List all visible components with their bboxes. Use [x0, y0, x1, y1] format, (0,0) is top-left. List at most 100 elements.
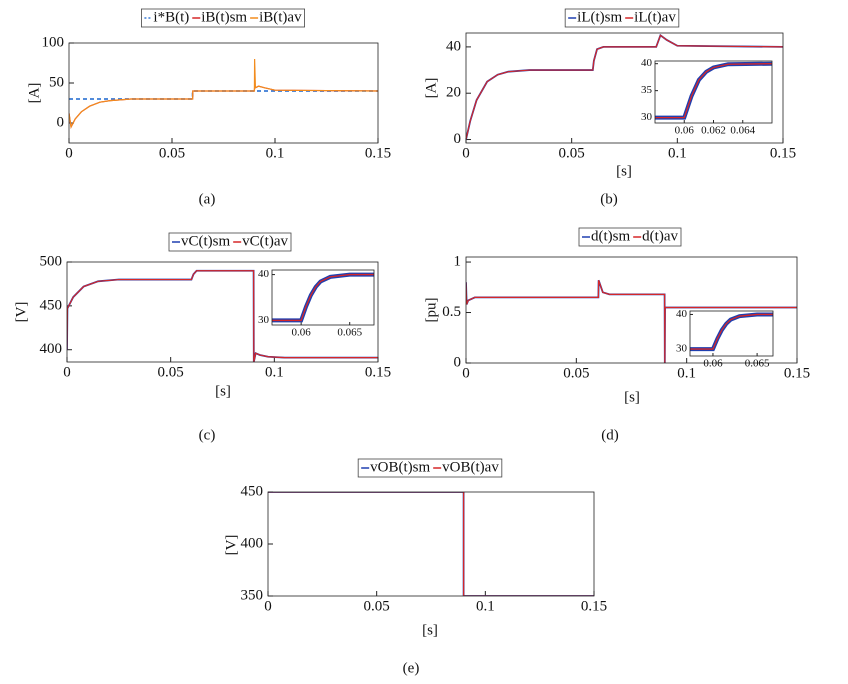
x-tick-label: 0.05: [364, 598, 390, 614]
series-group: [690, 312, 773, 352]
x-axis-label: [s]: [616, 163, 632, 179]
legend-label: i*B(t): [153, 9, 189, 25]
legend-label: iL(t)av: [634, 9, 676, 25]
inset: 0.06 0.065 30 40: [258, 268, 375, 339]
legend-label: vOB(t)av: [442, 459, 499, 475]
series-group: [268, 492, 594, 596]
y-tick-label: 1: [454, 253, 462, 269]
x-tick-label: 0.05: [159, 145, 185, 161]
plot-area: [655, 61, 772, 123]
x-tick-label: 0.1: [668, 145, 687, 161]
legend-box: [564, 8, 680, 28]
series-group: [655, 61, 772, 120]
x-axis-label: [s]: [624, 389, 640, 405]
y-tick-label: 100: [42, 34, 65, 50]
legend-label: d(t)sm: [591, 228, 630, 244]
plot-area: [268, 492, 594, 596]
inset: 0.06 0.062 0.064 30 35 40: [641, 57, 773, 137]
series-group: [67, 269, 378, 362]
legend-label: iL(t)sm: [577, 9, 622, 25]
plot-frame: [68, 42, 379, 144]
y-tick-label: 0: [57, 114, 65, 130]
y-tick-label: 35: [641, 84, 653, 96]
x-tick-label: 0.062: [701, 125, 726, 137]
plot-frame: [267, 491, 595, 597]
x-axis-label: [s]: [215, 383, 231, 399]
x-tick-label: 0.1: [265, 364, 284, 380]
series-line: [268, 492, 594, 596]
plot: 0 0.05 0.1 0.15 0 50 100: [42, 34, 392, 161]
x-tick-label: 0.15: [365, 145, 391, 161]
x-tick-label: 0: [462, 365, 470, 381]
caption: (a): [199, 191, 216, 207]
x-tick-label: 0.15: [365, 364, 391, 380]
series-line: [655, 63, 772, 119]
y-axis-label: [V]: [223, 535, 239, 556]
y-tick-label: 30: [258, 314, 270, 326]
x-tick-label: 0: [63, 364, 71, 380]
y-tick-label: 40: [676, 308, 688, 320]
series-line: [69, 58, 378, 129]
x-tick-label: 0.064: [730, 125, 755, 137]
y-tick-label: 20: [446, 85, 461, 101]
x-tick-label: 0.06: [292, 327, 312, 339]
x-axis-label: [s]: [422, 622, 438, 638]
y-tick-label: 30: [641, 111, 653, 123]
x-tick-label: 0.1: [266, 145, 285, 161]
y-tick-label: 400: [241, 535, 264, 551]
plot-frame: [66, 261, 379, 363]
x-tick-label: 0: [462, 145, 470, 161]
x-tick-label: 0.06: [675, 125, 695, 137]
legend-label: iB(t)av: [259, 9, 302, 25]
series-group: [272, 272, 374, 323]
y-tick-label: 0.5: [442, 304, 461, 320]
plot-frame: [465, 32, 784, 144]
x-tick-label: 0.065: [745, 358, 770, 370]
caption: (e): [403, 660, 420, 676]
y-axis-label: [V]: [13, 302, 29, 323]
x-tick-label: 0.15: [581, 598, 607, 614]
legend: iL(t)sm iL(t)av: [564, 8, 680, 28]
x-tick-label: 0: [65, 145, 73, 161]
y-tick-label: 350: [241, 587, 264, 603]
legend: d(t)sm d(t)av: [578, 227, 682, 247]
plot-frame: [465, 256, 798, 364]
x-tick-label: 0: [264, 598, 272, 614]
y-tick-label: 0: [454, 131, 462, 147]
legend-label: vC(t)av: [242, 233, 288, 249]
series-group: [69, 58, 378, 129]
plot-frame: [654, 60, 773, 124]
x-tick-label: 0.06: [703, 358, 723, 370]
plot: 0 0.05 0.1 0.15 0 20 40: [446, 32, 796, 161]
y-axis-label: [A]: [423, 78, 439, 99]
y-tick-label: 30: [676, 343, 688, 355]
y-axis-label: [pu]: [423, 298, 439, 323]
x-tick-label: 0.065: [337, 327, 362, 339]
legend-box: [578, 227, 682, 247]
series-line: [272, 273, 374, 322]
caption: (c): [199, 427, 216, 443]
y-axis-label: [A]: [26, 83, 42, 104]
series-line: [67, 270, 378, 362]
series-line: [466, 34, 783, 140]
y-tick-label: 0: [454, 354, 462, 370]
x-tick-label: 0.15: [784, 365, 810, 381]
series-group: [466, 33, 783, 140]
series-line: [690, 313, 773, 350]
x-tick-label: 0.05: [158, 364, 184, 380]
x-tick-label: 0.15: [770, 145, 796, 161]
inset: 0.06 0.065 30 40: [676, 308, 774, 370]
legend-box: [168, 232, 292, 252]
y-tick-label: 400: [40, 341, 63, 357]
y-tick-label: 40: [258, 268, 270, 280]
y-tick-label: 450: [241, 483, 264, 499]
y-tick-label: 450: [40, 297, 63, 313]
x-tick-label: 0.1: [476, 598, 495, 614]
legend-label: vOB(t)sm: [370, 459, 430, 475]
x-tick-label: 0.05: [559, 145, 585, 161]
y-tick-label: 40: [641, 57, 653, 69]
legend-label: iB(t)sm: [201, 9, 247, 25]
y-tick-label: 500: [40, 253, 63, 269]
legend: i*B(t) iB(t)sm iB(t)av: [141, 8, 305, 28]
